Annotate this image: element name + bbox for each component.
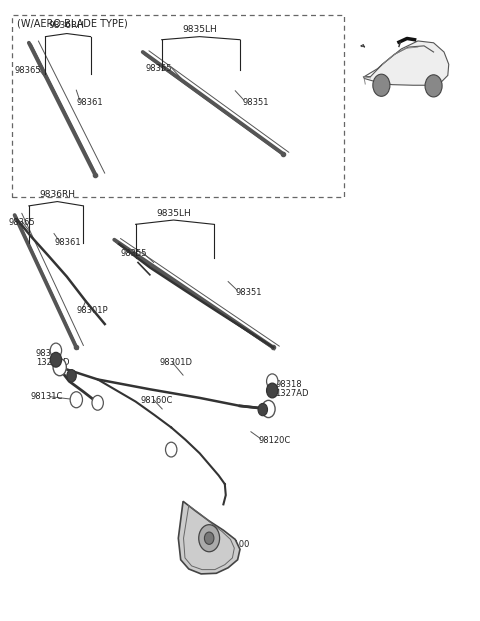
Text: 98131C: 98131C xyxy=(30,392,63,401)
Text: 98318: 98318 xyxy=(276,380,302,389)
Text: 9835LH: 9835LH xyxy=(156,209,191,217)
Text: 98365: 98365 xyxy=(14,66,41,75)
Text: 98120C: 98120C xyxy=(258,437,290,445)
Text: 98361: 98361 xyxy=(54,238,81,247)
Circle shape xyxy=(50,352,61,367)
Text: 98361: 98361 xyxy=(76,98,103,107)
Text: 98301P: 98301P xyxy=(76,306,108,315)
Circle shape xyxy=(373,74,390,96)
Text: 98351: 98351 xyxy=(235,288,262,297)
Circle shape xyxy=(262,401,275,417)
Circle shape xyxy=(53,358,66,376)
Text: 98301D: 98301D xyxy=(159,358,192,367)
Text: 98355: 98355 xyxy=(120,250,147,258)
Polygon shape xyxy=(363,41,449,85)
Circle shape xyxy=(425,75,442,97)
Text: 98351: 98351 xyxy=(242,98,269,107)
Text: 9836RH: 9836RH xyxy=(49,22,85,30)
Bar xyxy=(12,15,344,197)
Polygon shape xyxy=(179,501,240,574)
Text: (W/AERO BLADE TYPE): (W/AERO BLADE TYPE) xyxy=(17,18,128,28)
Text: 1327AD: 1327AD xyxy=(36,358,70,367)
Text: 98100: 98100 xyxy=(223,540,250,549)
Text: 9836RH: 9836RH xyxy=(39,190,75,199)
Text: 1327AD: 1327AD xyxy=(276,389,309,398)
Text: 98160C: 98160C xyxy=(140,396,173,406)
Circle shape xyxy=(50,343,61,358)
Circle shape xyxy=(199,525,219,551)
Text: 98355: 98355 xyxy=(145,64,172,73)
Circle shape xyxy=(166,442,177,457)
Circle shape xyxy=(266,383,278,398)
Circle shape xyxy=(92,396,103,410)
Circle shape xyxy=(70,392,83,408)
Text: 98365: 98365 xyxy=(9,218,36,227)
Circle shape xyxy=(67,369,76,382)
Circle shape xyxy=(266,374,278,389)
Circle shape xyxy=(204,532,214,545)
Circle shape xyxy=(258,404,267,415)
Text: 98318: 98318 xyxy=(36,349,62,358)
Text: 9835LH: 9835LH xyxy=(182,25,217,34)
